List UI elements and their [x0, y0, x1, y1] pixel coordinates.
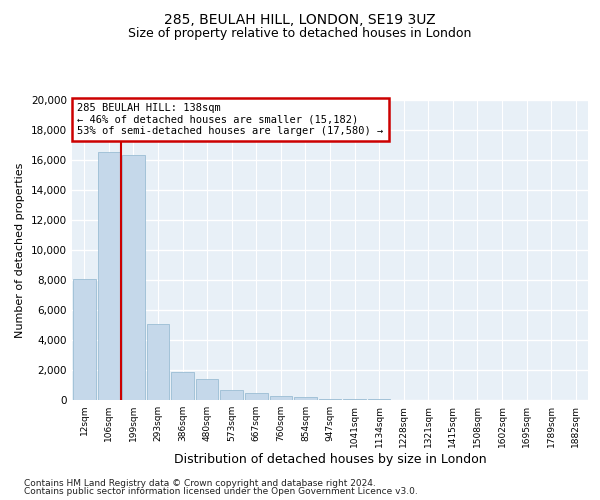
Text: Size of property relative to detached houses in London: Size of property relative to detached ho… — [128, 28, 472, 40]
Bar — [146, 324, 169, 400]
Text: Contains HM Land Registry data © Crown copyright and database right 2024.: Contains HM Land Registry data © Crown c… — [24, 478, 376, 488]
Bar — [73, 278, 95, 400]
Bar — [343, 399, 366, 400]
Bar — [269, 396, 292, 400]
Text: 285 BEULAH HILL: 138sqm
← 46% of detached houses are smaller (15,182)
53% of sem: 285 BEULAH HILL: 138sqm ← 46% of detache… — [77, 103, 383, 136]
Bar — [294, 398, 317, 400]
Bar — [196, 379, 218, 400]
Bar — [245, 393, 268, 400]
Y-axis label: Number of detached properties: Number of detached properties — [16, 162, 25, 338]
Bar — [98, 152, 120, 400]
Bar — [220, 390, 243, 400]
Bar — [171, 372, 194, 400]
Text: Distribution of detached houses by size in London: Distribution of detached houses by size … — [173, 454, 487, 466]
Bar — [319, 398, 341, 400]
Text: 285, BEULAH HILL, LONDON, SE19 3UZ: 285, BEULAH HILL, LONDON, SE19 3UZ — [164, 12, 436, 26]
Text: Contains public sector information licensed under the Open Government Licence v3: Contains public sector information licen… — [24, 487, 418, 496]
Bar — [368, 399, 391, 400]
Bar — [122, 156, 145, 400]
